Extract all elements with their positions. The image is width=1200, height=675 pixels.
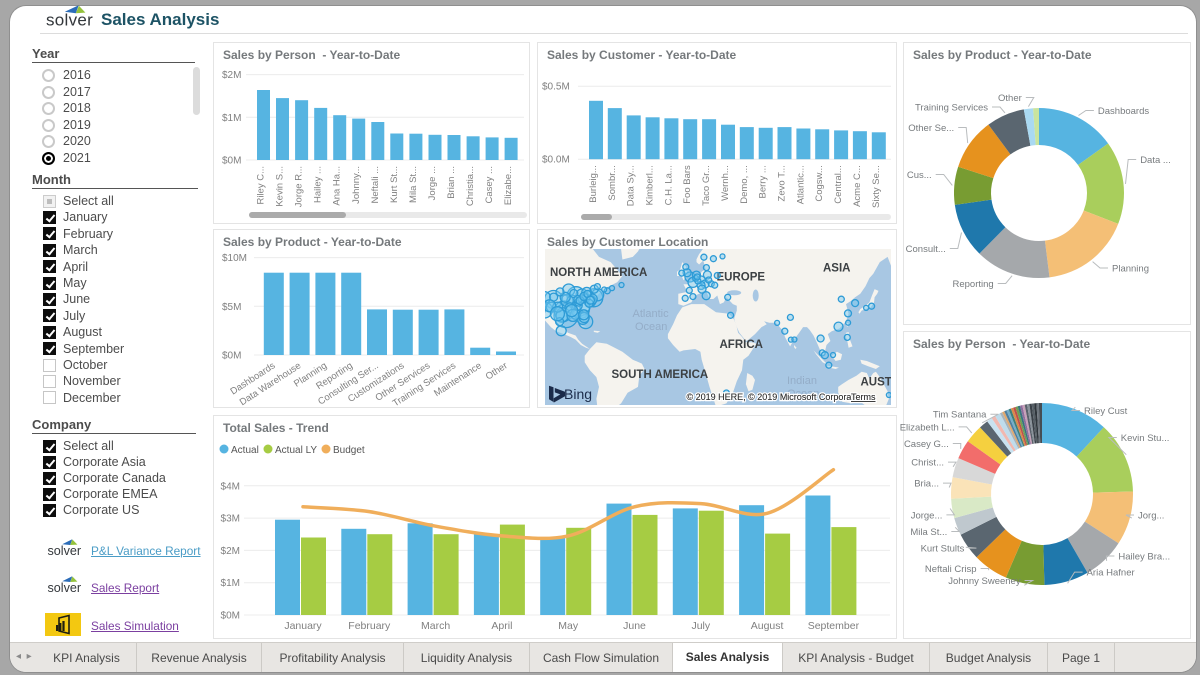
- svg-text:© 2019 HERE, © 2019 Microsoft: © 2019 HERE, © 2019 Microsoft Corporatio…: [687, 392, 866, 402]
- svg-text:July: July: [691, 620, 710, 632]
- svg-text:Burleig...: Burleig...: [588, 165, 599, 203]
- svg-text:Other: Other: [998, 93, 1022, 104]
- svg-text:Tim Santana: Tim Santana: [933, 410, 987, 421]
- svg-text:Ocean: Ocean: [635, 321, 667, 333]
- svg-text:solver: solver: [46, 10, 93, 28]
- svg-text:Actual: Actual: [231, 445, 259, 456]
- svg-text:Zevo T...: Zevo T...: [777, 165, 788, 201]
- svg-text:Elizabeth L...: Elizabeth L...: [900, 422, 955, 433]
- svg-text:solver: solver: [48, 581, 82, 595]
- svg-text:AUSTR: AUSTR: [861, 377, 899, 389]
- svg-text:$0M: $0M: [221, 611, 240, 622]
- svg-text:AFRICA: AFRICA: [720, 339, 763, 351]
- svg-text:Other Se...: Other Se...: [908, 123, 954, 134]
- svg-text:April: April: [491, 620, 512, 632]
- svg-text:Other: Other: [484, 360, 510, 382]
- svg-text:$5M: $5M: [222, 302, 241, 313]
- svg-text:January: January: [284, 620, 322, 632]
- svg-text:EUROPE: EUROPE: [717, 272, 766, 284]
- svg-text:$3M: $3M: [221, 514, 240, 525]
- svg-text:Riley C...: Riley C...: [256, 166, 267, 205]
- svg-text:September: September: [808, 620, 860, 632]
- svg-text:Johnny...: Johnny...: [351, 166, 362, 204]
- svg-text:May: May: [558, 620, 579, 632]
- svg-text:Central...: Central...: [833, 165, 844, 204]
- svg-text:Terms: Terms: [851, 392, 876, 402]
- svg-text:March: March: [421, 620, 450, 632]
- svg-text:Riley Cust: Riley Cust: [1084, 406, 1128, 417]
- svg-text:Casey ...: Casey ...: [484, 166, 495, 204]
- svg-text:Hailey ...: Hailey ...: [313, 166, 324, 203]
- svg-text:Hailey Bra...: Hailey Bra...: [1118, 552, 1170, 563]
- svg-text:Atlantic: Atlantic: [633, 308, 670, 320]
- svg-text:Kevin Stu...: Kevin Stu...: [1121, 433, 1170, 444]
- svg-text:Consult...: Consult...: [906, 244, 946, 255]
- svg-text:© 2019 HERE, © 2019 Microsoft: © 2019 HERE, © 2019 Microsoft Corporatio…: [687, 392, 866, 402]
- svg-text:Ocean: Ocean: [787, 388, 819, 400]
- svg-text:Budget: Budget: [333, 445, 365, 456]
- svg-text:Foo Bars: Foo Bars: [682, 165, 693, 204]
- svg-text:Reporting: Reporting: [952, 279, 993, 290]
- svg-text:$4M: $4M: [221, 481, 240, 492]
- svg-text:Berry ...: Berry ...: [758, 165, 769, 198]
- svg-text:$2M: $2M: [222, 70, 241, 81]
- svg-text:Kimberl...: Kimberl...: [645, 165, 656, 205]
- svg-text:Training Services: Training Services: [915, 103, 988, 114]
- svg-text:Bria...: Bria...: [914, 479, 939, 490]
- svg-text:Jorg...: Jorg...: [1138, 511, 1164, 522]
- svg-text:$2M: $2M: [221, 546, 240, 557]
- svg-text:Mila St...: Mila St...: [408, 166, 419, 203]
- svg-text:Brian ...: Brian ...: [446, 166, 457, 199]
- svg-text:Acme C...: Acme C...: [852, 165, 863, 207]
- svg-text:Sombr...: Sombr...: [607, 165, 618, 200]
- svg-text:Jorge ...: Jorge ...: [427, 166, 438, 200]
- svg-text:Kevin S...: Kevin S...: [275, 166, 286, 207]
- svg-text:Neftali Crisp: Neftali Crisp: [925, 564, 977, 575]
- svg-text:Terms: Terms: [851, 392, 876, 402]
- svg-text:Demo, ...: Demo, ...: [739, 165, 750, 204]
- svg-text:$0M: $0M: [222, 351, 241, 362]
- svg-text:$10M: $10M: [222, 253, 247, 264]
- svg-text:NORTH AMERICA: NORTH AMERICA: [550, 267, 647, 279]
- svg-text:Kurt Stults: Kurt Stults: [921, 544, 965, 555]
- svg-text:Johnny Sweeney: Johnny Sweeney: [948, 576, 1021, 587]
- svg-text:Taco Gr...: Taco Gr...: [701, 165, 712, 206]
- svg-text:solver: solver: [48, 544, 82, 558]
- svg-text:Christia...: Christia...: [465, 166, 476, 206]
- svg-text:Jorge...: Jorge...: [911, 510, 943, 521]
- svg-text:Mila St...: Mila St...: [910, 527, 947, 538]
- svg-text:Elizabe...: Elizabe...: [503, 166, 514, 205]
- svg-text:$1M: $1M: [221, 578, 240, 589]
- svg-text:C.H. La...: C.H. La...: [663, 165, 674, 205]
- svg-text:Sixty Se...: Sixty Se...: [871, 165, 882, 208]
- svg-text:Planning: Planning: [1112, 264, 1149, 275]
- svg-text:February: February: [348, 620, 391, 632]
- svg-text:$0.5M: $0.5M: [542, 82, 570, 93]
- svg-text:Christ...: Christ...: [911, 458, 944, 469]
- svg-text:Wernh...: Wernh...: [720, 165, 731, 201]
- svg-text:June: June: [623, 620, 646, 632]
- svg-text:Atlantic...: Atlantic...: [795, 165, 806, 204]
- svg-text:Actual LY: Actual LY: [275, 445, 317, 456]
- svg-text:Ana Ha...: Ana Ha...: [332, 166, 343, 206]
- svg-text:ASIA: ASIA: [823, 263, 850, 275]
- svg-text:$0M: $0M: [222, 156, 241, 167]
- svg-text:Indian: Indian: [787, 375, 817, 387]
- svg-text:Kurt St...: Kurt St...: [389, 166, 400, 203]
- svg-text:$0.0M: $0.0M: [542, 155, 570, 166]
- svg-text:August: August: [751, 620, 784, 632]
- svg-text:Cus...: Cus...: [907, 170, 932, 181]
- svg-text:Data ...: Data ...: [1140, 155, 1171, 166]
- svg-text:Bing: Bing: [564, 386, 592, 402]
- svg-text:Dashboards: Dashboards: [1098, 106, 1149, 117]
- svg-text:Jorge R...: Jorge R...: [294, 166, 305, 207]
- svg-text:$1M: $1M: [222, 113, 241, 124]
- svg-text:Neftali ...: Neftali ...: [370, 166, 381, 204]
- svg-text:SOUTH AMERICA: SOUTH AMERICA: [612, 369, 709, 381]
- svg-text:Aria Hafner: Aria Hafner: [1087, 568, 1135, 579]
- svg-text:Casey G...: Casey G...: [904, 439, 949, 450]
- svg-text:Cogsw...: Cogsw...: [814, 165, 825, 201]
- svg-text:Data Sy...: Data Sy...: [626, 165, 637, 206]
